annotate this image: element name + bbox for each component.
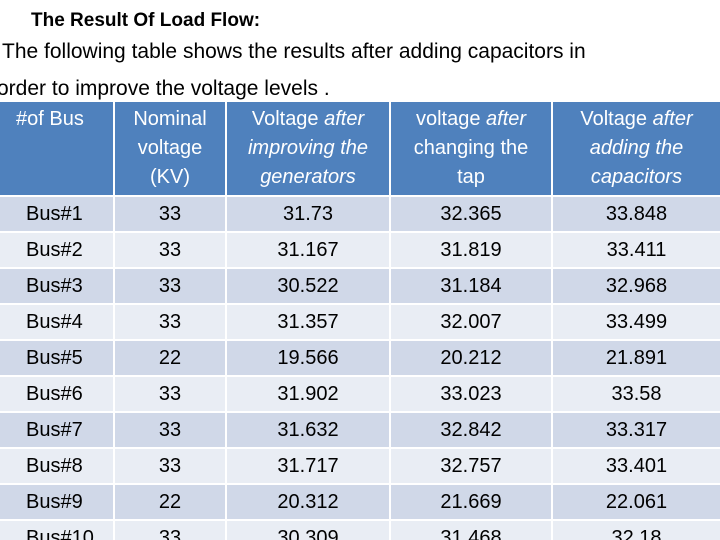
header-text: adding the	[589, 137, 684, 159]
paragraph-line-1: The following table shows the results af…	[2, 40, 586, 63]
table-row: Bus#8 33 31.717 32.757 33.401	[0, 447, 720, 484]
cell-bus: Bus#1	[0, 195, 115, 232]
cell-nominal-voltage: 33	[114, 195, 227, 232]
cell-nominal-voltage: 22	[114, 339, 227, 376]
table-row: Bus#4 33 31.357 32.007 33.499	[0, 303, 720, 340]
cell-nominal-voltage: 33	[114, 519, 227, 540]
header-text: capacitors	[590, 166, 683, 188]
cell-voltage-capacitors: 33.499	[552, 303, 720, 340]
cell-bus: Bus#2	[0, 231, 115, 268]
cell-voltage-tap: 31.468	[390, 519, 553, 540]
cell-voltage-capacitors: 33.401	[552, 447, 720, 484]
table-row: Bus#10 33 30.309 31.468 32.18	[0, 519, 720, 540]
cell-voltage-generators: 31.357	[226, 303, 391, 340]
cell-voltage-tap: 32.842	[390, 411, 553, 448]
cell-nominal-voltage: 22	[114, 483, 227, 520]
header-text: after	[324, 108, 365, 130]
cell-voltage-generators: 31.902	[226, 375, 391, 412]
cell-voltage-tap: 20.212	[390, 339, 553, 376]
table-row: Bus#6 33 31.902 33.023 33.58	[0, 375, 720, 412]
cell-bus: Bus#8	[0, 447, 115, 484]
header-text: changing the	[413, 137, 529, 159]
cell-voltage-generators: 20.312	[226, 483, 391, 520]
table-row: Bus#1 33 31.73 32.365 33.848	[0, 195, 720, 232]
paragraph-line-2: order to improve the voltage levels .	[0, 77, 330, 100]
cell-voltage-generators: 31.167	[226, 231, 391, 268]
cell-voltage-generators: 31.632	[226, 411, 391, 448]
header-text: Voltage	[580, 108, 653, 130]
header-bus-number: #of Bus	[0, 102, 115, 196]
cell-voltage-tap: 32.757	[390, 447, 553, 484]
header-text: voltage	[415, 108, 487, 130]
cell-voltage-tap: 33.023	[390, 375, 553, 412]
cell-voltage-tap: 31.819	[390, 231, 553, 268]
header-bus-number-text: #of Bus	[16, 108, 84, 130]
cell-voltage-generators: 31.73	[226, 195, 391, 232]
cell-voltage-tap: 32.007	[390, 303, 553, 340]
cell-voltage-generators: 31.717	[226, 447, 391, 484]
cell-voltage-capacitors: 21.891	[552, 339, 720, 376]
table-row: Bus#5 22 19.566 20.212 21.891	[0, 339, 720, 376]
cell-voltage-capacitors: 33.848	[552, 195, 720, 232]
table-row: Bus#3 33 30.522 31.184 32.968	[0, 267, 720, 304]
cell-nominal-voltage: 33	[114, 411, 227, 448]
header-text: after	[486, 108, 527, 130]
table-row: Bus#9 22 20.312 21.669 22.061	[0, 483, 720, 520]
table-header-row: #of Bus Nominal voltage (KV) Voltage aft…	[0, 102, 720, 196]
cell-bus: Bus#4	[0, 303, 115, 340]
header-text: tap	[457, 166, 485, 188]
header-voltage-after-capacitors: Voltage after adding the capacitors	[552, 102, 720, 196]
cell-bus: Bus#9	[0, 483, 115, 520]
slide-title: The Result Of Load Flow:	[31, 10, 261, 31]
table-body: Bus#1 33 31.73 32.365 33.848 Bus#2 33 31.167 31.…	[0, 195, 720, 540]
header-text: voltage	[137, 137, 203, 159]
header-text: Voltage	[251, 108, 325, 130]
cell-voltage-capacitors: 32.968	[552, 267, 720, 304]
table-row: Bus#7 33 31.632 32.842 33.317	[0, 411, 720, 448]
cell-voltage-capacitors: 22.061	[552, 483, 720, 520]
cell-nominal-voltage: 33	[114, 267, 227, 304]
header-text: Nominal	[133, 108, 207, 130]
header-voltage-after-tap: voltage after changing the tap	[390, 102, 553, 196]
cell-bus: Bus#5	[0, 339, 115, 376]
load-flow-results-table: #of Bus Nominal voltage (KV) Voltage aft…	[0, 102, 720, 540]
header-text: (KV)	[150, 166, 190, 188]
cell-voltage-generators: 30.522	[226, 267, 391, 304]
header-nominal-voltage: Nominal voltage (KV)	[114, 102, 227, 196]
cell-voltage-tap: 31.184	[390, 267, 553, 304]
cell-voltage-generators: 30.309	[226, 519, 391, 540]
cell-nominal-voltage: 33	[114, 447, 227, 484]
cell-nominal-voltage: 33	[114, 303, 227, 340]
cell-bus: Bus#7	[0, 411, 115, 448]
cell-nominal-voltage: 33	[114, 231, 227, 268]
cell-voltage-generators: 19.566	[226, 339, 391, 376]
cell-bus: Bus#3	[0, 267, 115, 304]
cell-bus: Bus#6	[0, 375, 115, 412]
cell-nominal-voltage: 33	[114, 375, 227, 412]
cell-voltage-tap: 32.365	[390, 195, 553, 232]
cell-voltage-capacitors: 33.411	[552, 231, 720, 268]
cell-voltage-tap: 21.669	[390, 483, 553, 520]
table-row: Bus#2 33 31.167 31.819 33.411	[0, 231, 720, 268]
header-text: generators	[260, 166, 356, 188]
cell-voltage-capacitors: 32.18	[552, 519, 720, 540]
header-voltage-after-generators: Voltage after improving the generators	[226, 102, 391, 196]
header-text: after	[652, 108, 693, 130]
header-text: improving the	[247, 137, 369, 159]
cell-voltage-capacitors: 33.58	[552, 375, 720, 412]
cell-bus: Bus#10	[0, 519, 115, 540]
cell-voltage-capacitors: 33.317	[552, 411, 720, 448]
